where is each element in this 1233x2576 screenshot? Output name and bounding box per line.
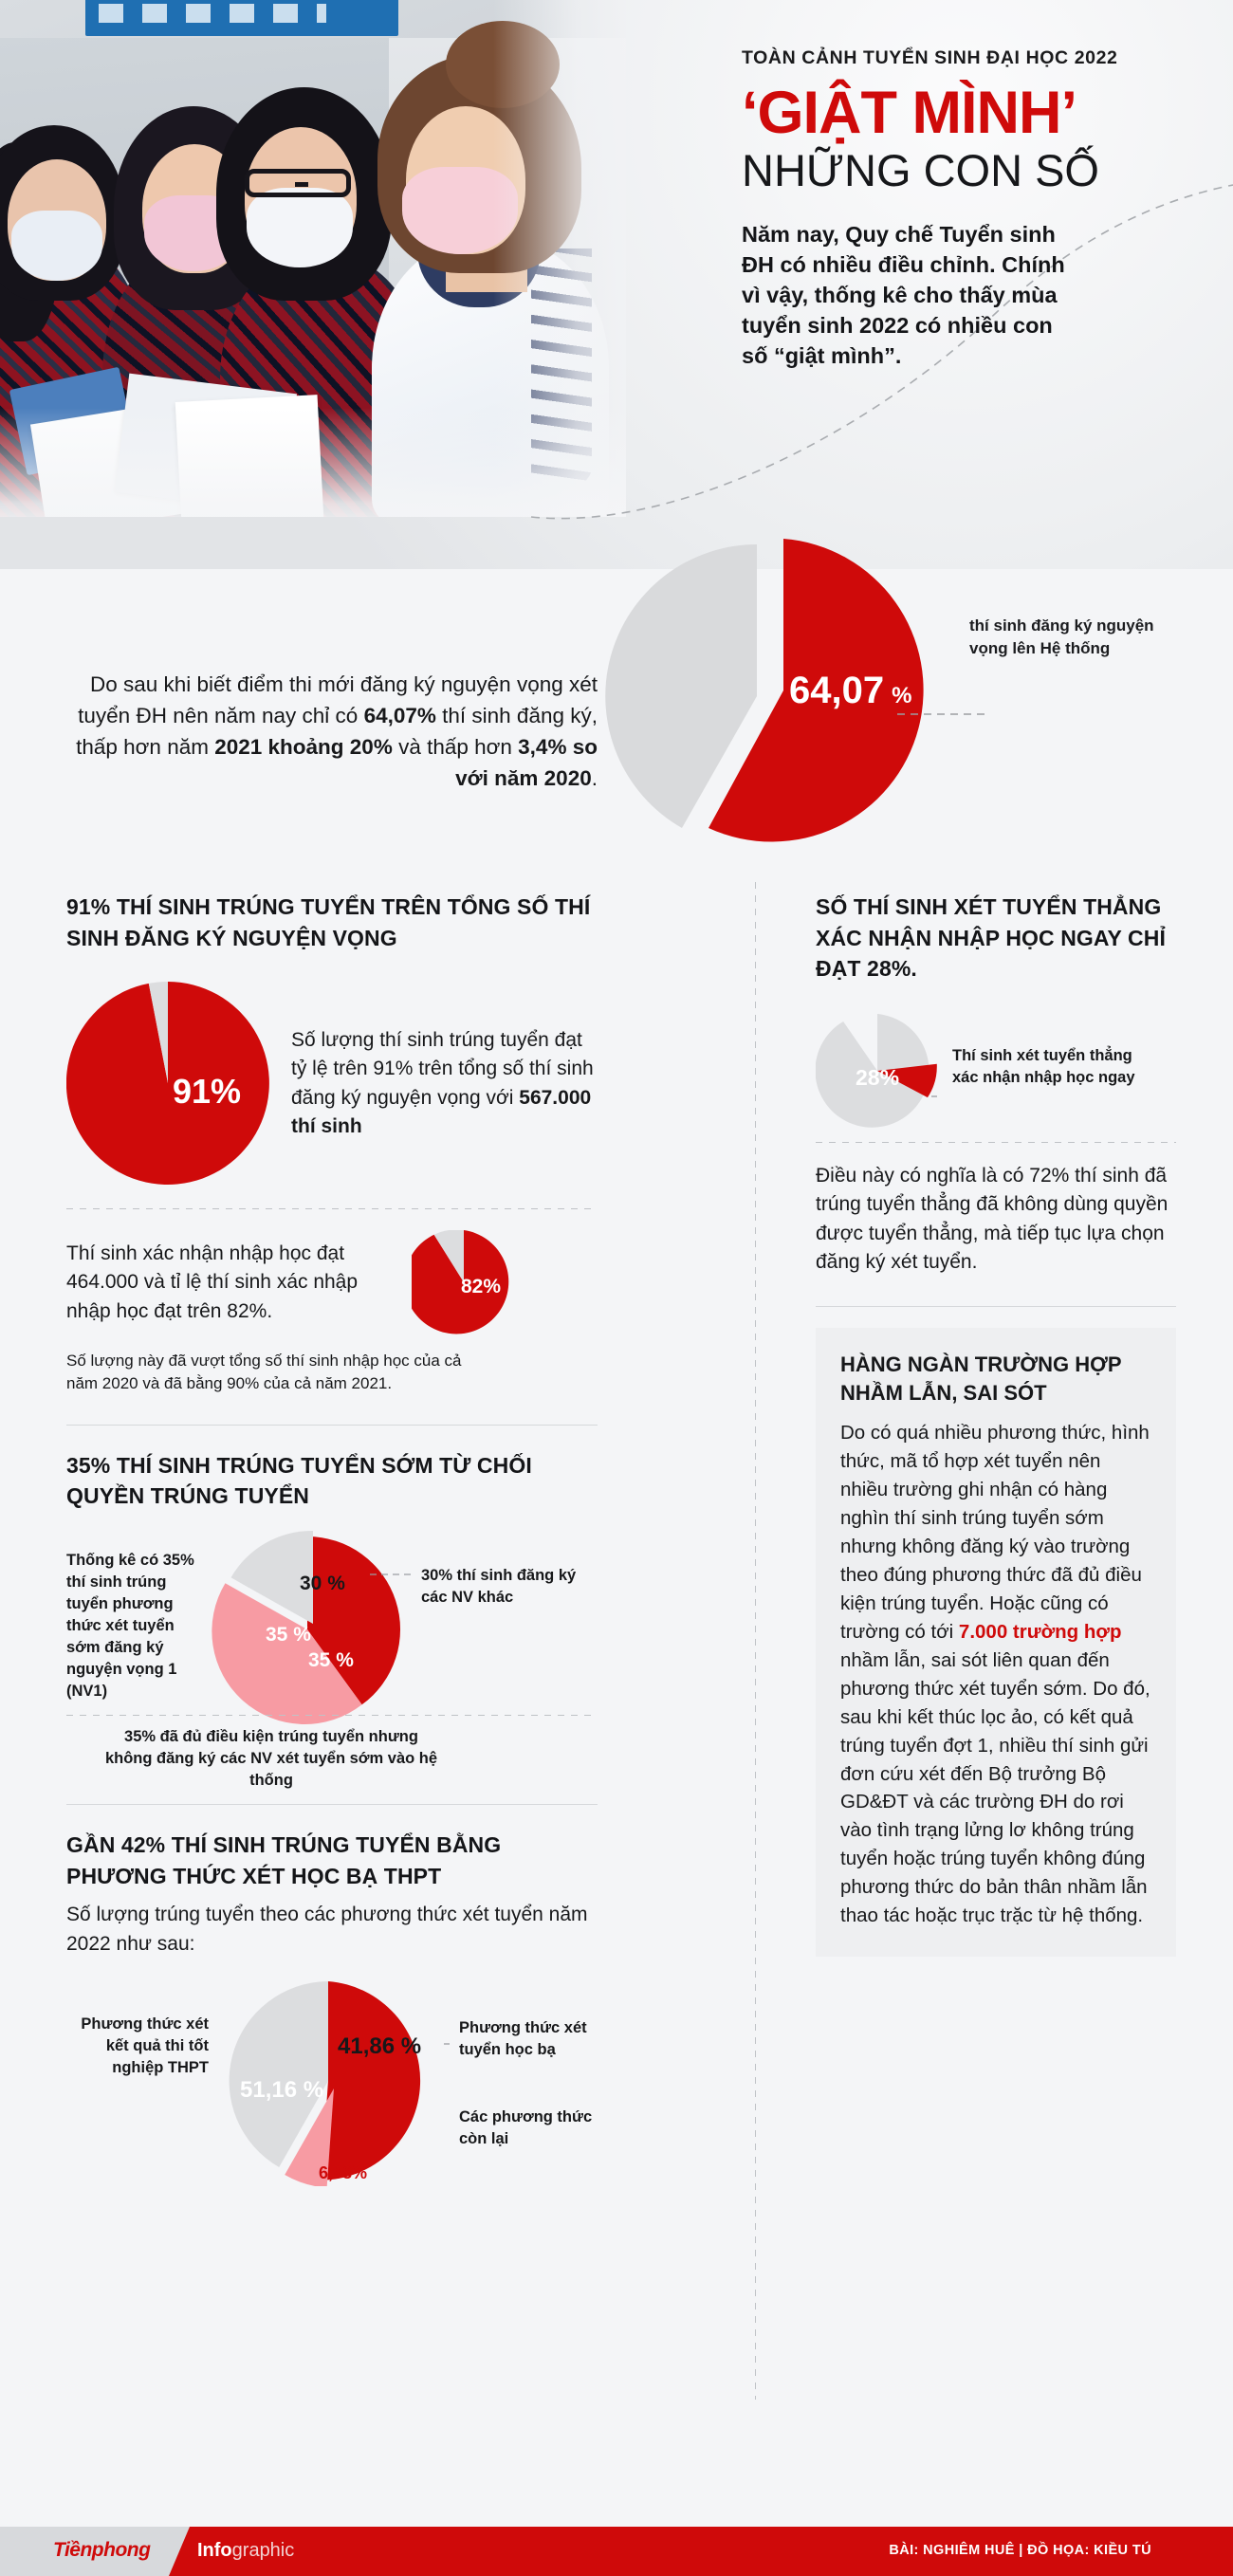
pie-82-slice-red (412, 1230, 509, 1334)
footer-logo-tab (0, 2527, 190, 2576)
section35-heading: 35% THÍ SINH TRÚNG TUYỂN SỚM TỪ CHỐI QUY… (66, 1452, 532, 1509)
student-3-mask (247, 188, 353, 267)
pie-82-slice-grey (433, 1230, 464, 1283)
pie-28-slice-red (877, 1063, 937, 1098)
pie-35a-slice-red (307, 1536, 401, 1705)
section35-label-bottom: 35% đã đủ điều kiện trúng tuyển nhưng kh… (104, 1727, 438, 1790)
hero-section: TOÀN CẢNH TUYỂN SINH ĐẠI HỌC 2022 ‘GIẬT … (0, 0, 1233, 569)
page-title-red: ‘GIẬT MÌNH’ (742, 80, 1077, 146)
pie-chart-82: 82% (412, 1230, 509, 1334)
pie-chart-35-30-35: 35 % 35 % 30 % (212, 1530, 415, 1724)
hero-text-block: TOÀN CẢNH TUYỂN SINH ĐẠI HỌC 2022 ‘GIẬT … (742, 47, 1187, 372)
err-text-1: Do có quá nhiều phương thức, hình thức, … (840, 1422, 1150, 1643)
left-column: 91% THÍ SINH TRÚNG TUYỂN TRÊN TỔNG SỐ TH… (66, 892, 598, 2194)
pie-28-slice-grey (816, 1013, 929, 1128)
photo-school-banner (85, 0, 398, 36)
s1-bold-3: 3,4% (518, 734, 567, 759)
pie-4186-slice-grey (229, 1981, 328, 2168)
pie-5116-slice-red (321, 1981, 421, 2180)
divider-dashed-1 (66, 1208, 598, 1210)
section42-intro: Số lượng trúng tuyển theo các phương thứ… (66, 1904, 588, 1955)
pie-4186-value: 41,86 % (338, 2033, 421, 2059)
s91-text-a: Số lượng thí sinh trúng tuyển đạt tỷ lệ … (291, 1028, 594, 1109)
lede-paragraph: Năm nay, Quy chế Tuyển sinh ĐH có nhiều … (742, 222, 1065, 368)
pie-82-value: 82% (461, 1276, 501, 1297)
section28-caption: Thí sinh xét tuyển thẳng xác nhận nhập h… (952, 1046, 1135, 1086)
section91-note: Số lượng này đã vượt tổng số thí sinh nh… (66, 1352, 462, 1393)
sectionErr-heading: HÀNG NGÀN TRƯỜNG HỢP NHẦM LẪN, SAI SÓT (840, 1352, 1122, 1406)
kicker-text: TOÀN CẢNH TUYỂN SINH ĐẠI HỌC 2022 (742, 47, 1118, 68)
s1-bold-1: 64,07% (363, 703, 436, 727)
column-separator (755, 882, 756, 2400)
s1-part-5: . (591, 765, 598, 790)
student-1-mask (11, 211, 102, 281)
pie-chart-phuong-thuc: 51,16 % 41,86 % 6,98% (229, 1981, 453, 2187)
footer-bar: Tiềnphong Infographic BÀI: NGHIÊM HUÊ | … (0, 2527, 1233, 2576)
pie-chart-28: 28% (816, 1013, 939, 1128)
pie-698-value: 6,98% (319, 2163, 367, 2182)
s1-part-2: thí sinh đăng ký, thấp hơn năm (76, 703, 598, 759)
divider-dashed-3 (816, 1141, 1176, 1143)
pie-64-slice-red (709, 539, 924, 842)
footer-logo-text: Tiềnphong (53, 2539, 151, 2561)
pie-30-value-grey: 30 % (300, 1573, 345, 1594)
err-highlight: 7.000 trường hợp (958, 1620, 1122, 1643)
pie-91-slice-red (66, 982, 269, 1186)
pie-28-value: 28% (856, 1065, 899, 1090)
pie-64-slice-grey (605, 544, 757, 828)
divider-solid-3 (816, 1305, 1176, 1307)
page-title-thin: NHỮNG CON SỐ (742, 145, 1099, 196)
section28-body: Điều này có nghĩa là có 72% thí sinh đã … (816, 1164, 1169, 1274)
footer-info-thin: graphic (231, 2540, 295, 2561)
divider-dashed-2 (66, 1714, 598, 1716)
pie-chart-64: 64,07% (605, 539, 988, 842)
section35-label-left: Thống kê có 35% thí sinh trúng tuyển phư… (66, 1551, 194, 1701)
section42-label-right-top: Phương thức xét tuyển học bạ (459, 2019, 587, 2059)
section42-label-right-bottom: Các phương thức còn lại (459, 2108, 593, 2148)
student-3-glasses (245, 169, 351, 197)
pie-64-caption: thí sinh đăng ký nguyện vọng lên Hệ thốn… (969, 616, 1154, 658)
section91-body: Số lượng thí sinh trúng tuyển đạt tỷ lệ … (291, 1026, 595, 1142)
s1-part-3: và thấp hơn (392, 734, 519, 759)
pie-5116-value: 51,16 % (240, 2077, 323, 2103)
pie-35-value-pink: 35 % (308, 1649, 354, 1671)
pie-91-slice-grey (148, 982, 168, 1084)
section82-body: Thí sinh xác nhận nhập học đạt 464.000 v… (66, 1242, 359, 1322)
photo-fade-bottom (0, 408, 626, 517)
section42-label-left: Phương thức xét kết quả thi tốt nghiệp T… (81, 2015, 209, 2077)
divider-solid-2 (66, 1803, 598, 1805)
section28-heading: SỐ THÍ SINH XÉT TUYỂN THẲNG XÁC NHẬN NHẬ… (816, 894, 1166, 982)
section91-heading: 91% THÍ SINH TRÚNG TUYỂN TRÊN TỔNG SỐ TH… (66, 894, 591, 950)
pie-35-value-red: 35 % (266, 1624, 311, 1646)
section35-label-right: 30% thí sinh đăng ký các NV khác (421, 1566, 577, 1606)
pie-35b-slice-pink (212, 1583, 362, 1724)
right-column: SỐ THÍ SINH XÉT TUYỂN THẲNG XÁC NHẬN NHẬ… (816, 892, 1176, 1958)
section1-paragraph: Do sau khi biết điểm thi mới đăng ký ngu… (66, 670, 598, 794)
s1-bold-2: 2021 khoảng 20% (214, 734, 393, 759)
footer-infographic-label: Infographic (197, 2540, 294, 2562)
err-text-2: nhầm lẫn, sai sót liên quan đến phương t… (840, 1648, 1150, 1927)
pie-chart-91: 91% (66, 982, 269, 1186)
error-callout-box: HÀNG NGÀN TRƯỜNG HỢP NHẦM LẪN, SAI SÓT D… (816, 1327, 1176, 1958)
pie-30-slice-grey (230, 1530, 313, 1624)
divider-solid-1 (66, 1424, 598, 1426)
footer-credit: BÀI: NGHIÊM HUÊ | ĐỒ HỌA: KIỀU TÚ (889, 2543, 1151, 2558)
section42-heading: GẦN 42% THÍ SINH TRÚNG TUYỂN BẰNG PHƯƠNG… (66, 1831, 502, 1888)
sectionErr-body: Do có quá nhiều phương thức, hình thức, … (840, 1419, 1151, 1930)
s91-text-b: 567.000 thí sinh (291, 1086, 592, 1138)
s1-part-1: Do sau khi biết điểm thi mới đăng ký ngu… (78, 672, 598, 727)
hero-photo-students (0, 0, 626, 517)
pie-91-value: 91% (173, 1072, 241, 1111)
footer-info-bold: Info (197, 2540, 232, 2561)
pie-698-slice-pink (285, 2088, 334, 2187)
s1-bold-4: so với năm 2020 (455, 734, 598, 790)
